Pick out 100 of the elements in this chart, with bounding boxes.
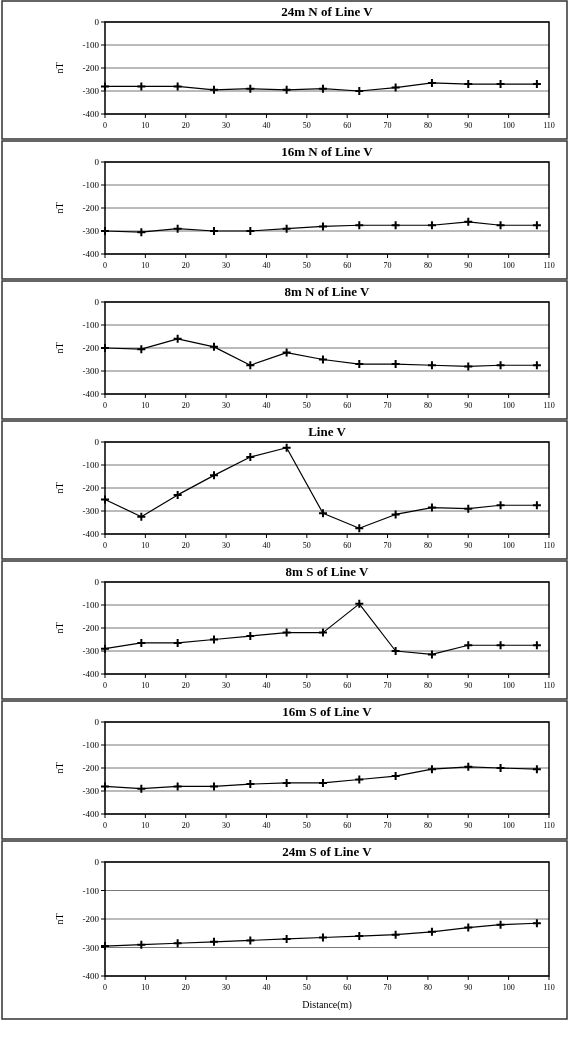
x-tick-label: 80: [423, 401, 432, 410]
chart-title: 24m S of Line V: [282, 844, 373, 859]
x-tick-label: 40: [262, 261, 271, 270]
x-tick-label: 40: [262, 401, 271, 410]
x-tick-label: 90: [464, 681, 473, 690]
y-tick-label: -200: [82, 203, 100, 214]
x-tick-label: 90: [464, 401, 473, 410]
x-tick-label: 90: [464, 261, 473, 270]
x-tick-label: 10: [141, 541, 150, 550]
chart-title: 8m S of Line V: [285, 564, 370, 579]
x-tick-label: 0: [103, 401, 107, 410]
y-tick-label: -300: [82, 942, 100, 953]
x-tick-label: 60: [343, 681, 352, 690]
x-tick-label: 10: [141, 821, 150, 830]
x-tick-label: 40: [262, 121, 271, 130]
x-tick-label: 30: [222, 261, 231, 270]
y-tick-label: -200: [82, 63, 100, 74]
x-tick-label: 110: [543, 401, 555, 410]
y-tick-label: -200: [82, 763, 100, 774]
x-tick-label: 20: [181, 261, 190, 270]
y-tick-label: -300: [82, 506, 100, 517]
y-tick-label: 0: [94, 297, 100, 308]
x-tick-label: 110: [543, 261, 555, 270]
x-tick-label: 50: [302, 401, 311, 410]
chart-title: 16m S of Line V: [282, 704, 373, 719]
y-tick-label: -200: [82, 623, 100, 634]
x-tick-label: 40: [262, 821, 271, 830]
x-tick-label: 100: [502, 821, 515, 830]
x-tick-label: 40: [262, 983, 271, 992]
x-tick-label: 30: [222, 681, 231, 690]
x-tick-label: 30: [222, 541, 231, 550]
x-tick-label: 0: [103, 983, 107, 992]
x-tick-label: 30: [222, 121, 231, 130]
x-tick-label: 50: [302, 121, 311, 130]
y-tick-label: 0: [94, 157, 100, 168]
y-axis-title: nT: [54, 62, 65, 74]
y-axis-title: nT: [54, 762, 65, 774]
y-tick-label: -100: [82, 740, 100, 751]
y-tick-label: -300: [82, 366, 100, 377]
x-tick-label: 90: [464, 121, 473, 130]
y-tick-label: -400: [82, 389, 100, 400]
x-tick-label: 70: [383, 681, 392, 690]
x-tick-label: 100: [502, 681, 515, 690]
x-tick-label: 100: [502, 983, 515, 992]
x-tick-label: 20: [181, 983, 190, 992]
y-tick-label: 0: [94, 857, 100, 868]
y-tick-label: -300: [82, 786, 100, 797]
y-axis-title: nT: [54, 342, 65, 354]
x-tick-label: 80: [423, 541, 432, 550]
x-tick-label: 0: [103, 541, 107, 550]
x-tick-label: 40: [262, 681, 271, 690]
x-tick-label: 100: [502, 261, 515, 270]
chart-title: 8m N of Line V: [284, 284, 371, 299]
y-tick-label: -100: [82, 40, 100, 51]
x-tick-label: 0: [103, 261, 107, 270]
y-tick-label: -100: [82, 885, 100, 896]
y-tick-label: 0: [94, 717, 100, 728]
x-tick-label: 60: [343, 401, 352, 410]
x-tick-label: 20: [181, 821, 190, 830]
x-tick-label: 90: [464, 541, 473, 550]
y-axis-title: nT: [54, 482, 65, 494]
x-tick-label: 60: [343, 541, 352, 550]
x-tick-label: 100: [502, 121, 515, 130]
x-tick-label: 50: [302, 541, 311, 550]
x-tick-label: 30: [222, 401, 231, 410]
x-tick-label: 70: [383, 261, 392, 270]
x-tick-label: 80: [423, 121, 432, 130]
x-tick-label: 70: [383, 401, 392, 410]
x-tick-label: 0: [103, 821, 107, 830]
y-tick-label: -300: [82, 646, 100, 657]
y-tick-label: -100: [82, 180, 100, 191]
y-tick-label: 0: [94, 577, 100, 588]
x-tick-label: 30: [222, 983, 231, 992]
x-tick-label: 60: [343, 983, 352, 992]
y-tick-label: -100: [82, 460, 100, 471]
y-tick-label: -100: [82, 320, 100, 331]
y-tick-label: 0: [94, 17, 100, 28]
x-tick-label: 90: [464, 983, 473, 992]
x-tick-label: 70: [383, 121, 392, 130]
x-tick-label: 80: [423, 983, 432, 992]
x-tick-label: 70: [383, 541, 392, 550]
chart-title: Line V: [308, 424, 347, 439]
y-axis-title: nT: [54, 622, 65, 634]
y-tick-label: -400: [82, 249, 100, 260]
x-tick-label: 60: [343, 121, 352, 130]
chart-title: 16m N of Line V: [281, 144, 374, 159]
x-tick-label: 20: [181, 121, 190, 130]
y-tick-label: -100: [82, 600, 100, 611]
x-tick-label: 10: [141, 983, 150, 992]
y-axis-title: nT: [54, 913, 65, 925]
x-axis-title: Distance(m): [302, 999, 352, 1011]
x-tick-label: 110: [543, 681, 555, 690]
x-tick-label: 50: [302, 681, 311, 690]
y-tick-label: -400: [82, 529, 100, 540]
x-tick-label: 0: [103, 121, 107, 130]
x-tick-label: 110: [543, 541, 555, 550]
y-tick-label: -200: [82, 343, 100, 354]
y-tick-label: -300: [82, 86, 100, 97]
x-tick-label: 50: [302, 261, 311, 270]
y-tick-label: -400: [82, 109, 100, 120]
